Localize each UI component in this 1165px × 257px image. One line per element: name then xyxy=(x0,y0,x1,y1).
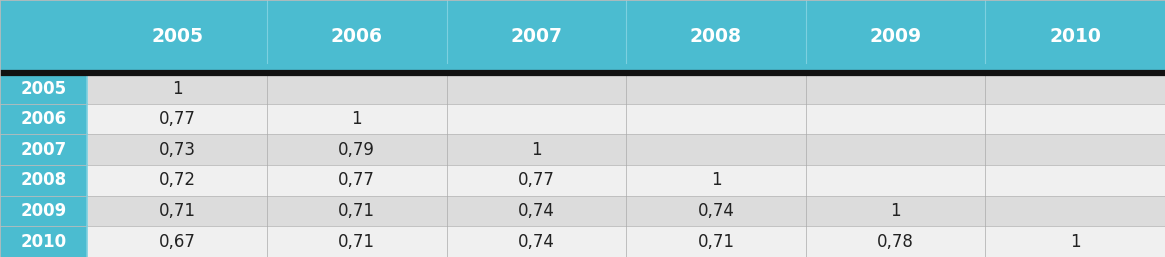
Bar xyxy=(0,226,87,257)
Text: 0,77: 0,77 xyxy=(338,171,375,189)
Text: 2006: 2006 xyxy=(331,27,383,46)
Text: 0,71: 0,71 xyxy=(158,202,196,220)
Text: 2010: 2010 xyxy=(21,233,66,251)
Bar xyxy=(806,0,986,73)
Bar xyxy=(627,196,806,226)
Text: 0,71: 0,71 xyxy=(338,233,375,251)
Bar xyxy=(267,104,446,134)
Bar xyxy=(87,226,267,257)
Bar xyxy=(986,226,1165,257)
Text: 2006: 2006 xyxy=(21,110,66,128)
Text: 2008: 2008 xyxy=(21,171,66,189)
Bar xyxy=(87,165,267,196)
Bar xyxy=(267,196,446,226)
Text: 1: 1 xyxy=(352,110,362,128)
Bar xyxy=(806,165,986,196)
Text: 0,74: 0,74 xyxy=(518,202,555,220)
Bar xyxy=(986,165,1165,196)
Text: 0,71: 0,71 xyxy=(698,233,734,251)
Bar xyxy=(0,104,87,134)
Text: 2009: 2009 xyxy=(869,27,922,46)
Bar xyxy=(986,104,1165,134)
Text: 2007: 2007 xyxy=(21,141,66,159)
Text: 2007: 2007 xyxy=(510,27,563,46)
Text: 0,79: 0,79 xyxy=(338,141,375,159)
Bar xyxy=(806,104,986,134)
Bar xyxy=(986,0,1165,73)
Bar xyxy=(627,165,806,196)
Bar xyxy=(0,73,87,104)
Text: 2005: 2005 xyxy=(21,80,66,98)
Bar xyxy=(0,134,87,165)
Text: 1: 1 xyxy=(711,171,721,189)
Text: 1: 1 xyxy=(1069,233,1080,251)
Bar xyxy=(87,196,267,226)
Text: 0,71: 0,71 xyxy=(338,202,375,220)
Text: 2005: 2005 xyxy=(151,27,203,46)
Bar xyxy=(627,226,806,257)
Bar xyxy=(0,0,87,73)
Bar xyxy=(627,0,806,73)
Text: 1: 1 xyxy=(890,202,901,220)
Bar xyxy=(446,165,627,196)
Bar xyxy=(446,0,627,73)
Bar xyxy=(806,134,986,165)
Text: 2010: 2010 xyxy=(1050,27,1101,46)
Text: 0,72: 0,72 xyxy=(158,171,196,189)
Bar xyxy=(627,73,806,104)
Bar xyxy=(986,73,1165,104)
Bar xyxy=(806,73,986,104)
Bar xyxy=(87,0,267,73)
Bar xyxy=(0,165,87,196)
Bar xyxy=(0,196,87,226)
Bar xyxy=(87,73,267,104)
Text: 1: 1 xyxy=(172,80,183,98)
Text: 0,67: 0,67 xyxy=(158,233,196,251)
Bar xyxy=(806,196,986,226)
Bar xyxy=(267,73,446,104)
Bar xyxy=(267,165,446,196)
Text: 0,74: 0,74 xyxy=(698,202,734,220)
Text: 0,73: 0,73 xyxy=(158,141,196,159)
Text: 2009: 2009 xyxy=(21,202,66,220)
Bar xyxy=(267,226,446,257)
Text: 2008: 2008 xyxy=(690,27,742,46)
Bar xyxy=(806,226,986,257)
Bar xyxy=(446,73,627,104)
Bar xyxy=(446,134,627,165)
Text: 1: 1 xyxy=(531,141,542,159)
Bar xyxy=(627,104,806,134)
Bar xyxy=(87,134,267,165)
Bar xyxy=(267,134,446,165)
Bar xyxy=(627,134,806,165)
Bar xyxy=(87,104,267,134)
Bar xyxy=(446,104,627,134)
Bar xyxy=(446,226,627,257)
Bar xyxy=(267,0,446,73)
Bar xyxy=(986,196,1165,226)
Text: 0,77: 0,77 xyxy=(518,171,555,189)
Text: 0,74: 0,74 xyxy=(518,233,555,251)
Text: 0,77: 0,77 xyxy=(158,110,196,128)
Bar xyxy=(986,134,1165,165)
Bar xyxy=(446,196,627,226)
Text: 0,78: 0,78 xyxy=(877,233,915,251)
